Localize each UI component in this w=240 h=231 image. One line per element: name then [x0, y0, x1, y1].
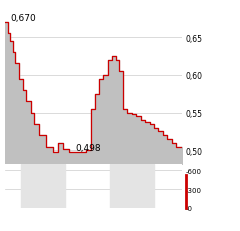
Text: 0,670: 0,670 [10, 14, 36, 23]
Bar [21, 164, 65, 208]
Text: 0,498: 0,498 [76, 143, 102, 152]
Bar [110, 164, 154, 208]
